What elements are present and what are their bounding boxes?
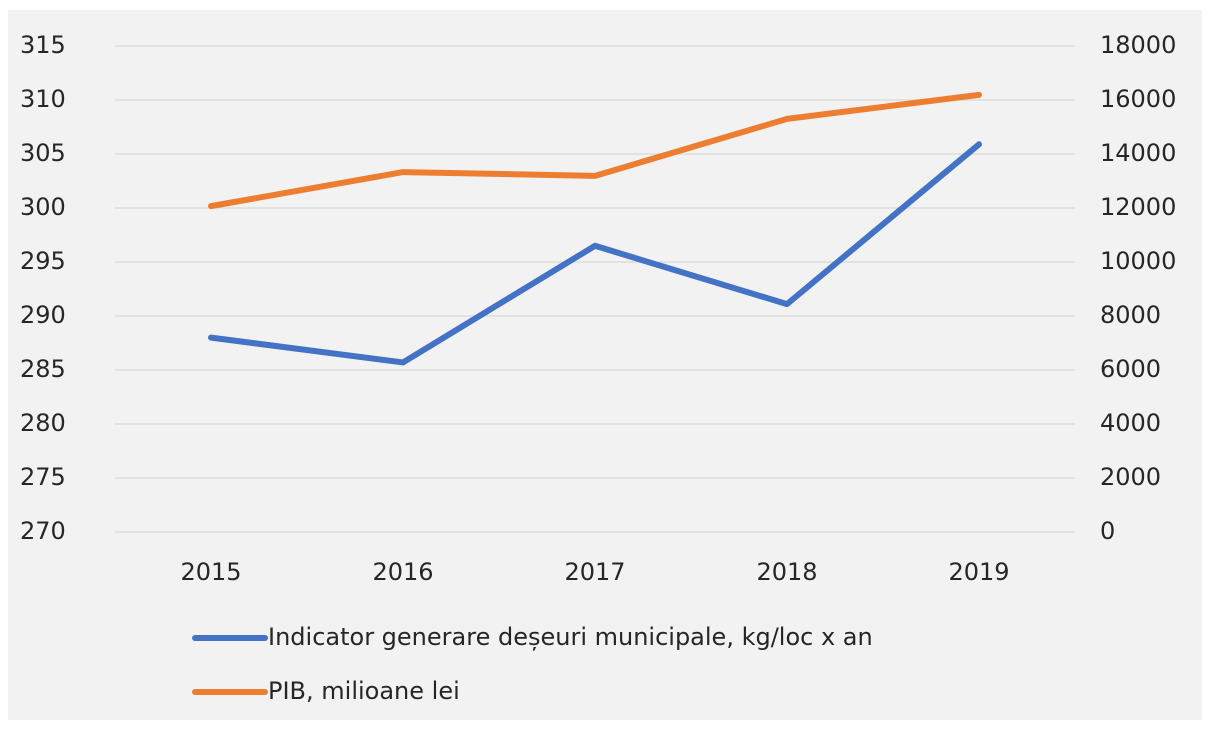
y-tick-label: 305 [20,139,66,167]
y2-tick-label: 10000 [1100,247,1176,275]
x-tick-label: 2018 [756,558,817,586]
y-tick-label: 290 [20,301,66,329]
series-line [208,141,982,366]
y-tick-label: 295 [20,247,66,275]
x-tick-label: 2017 [564,558,625,586]
y2-tick-label: 0 [1100,517,1115,545]
y2-tick-label: 18000 [1100,31,1176,59]
y-tick-label: 285 [20,355,66,383]
x-tick-label: 2016 [372,558,433,586]
y2-tick-label: 4000 [1100,409,1161,437]
y-tick-label: 310 [20,85,66,113]
y-tick-label: 270 [20,517,66,545]
x-tick-label: 2019 [948,558,1009,586]
y2-tick-label: 16000 [1100,85,1176,113]
y-tick-label: 280 [20,409,66,437]
y-tick-label: 275 [20,463,66,491]
y2-tick-label: 2000 [1100,463,1161,491]
y2-tick-label: 8000 [1100,301,1161,329]
y2-tick-label: 14000 [1100,139,1176,167]
y2-tick-label: 12000 [1100,193,1176,221]
legend-label: PIB, milioane lei [268,677,460,705]
y-tick-label: 315 [20,31,66,59]
series-line [208,91,982,210]
y-tick-label: 300 [20,193,66,221]
y2-tick-label: 6000 [1100,355,1161,383]
chart-background [8,10,1202,720]
legend-label: Indicator generare deșeuri municipale, k… [268,623,873,651]
x-tick-label: 2015 [180,558,241,586]
